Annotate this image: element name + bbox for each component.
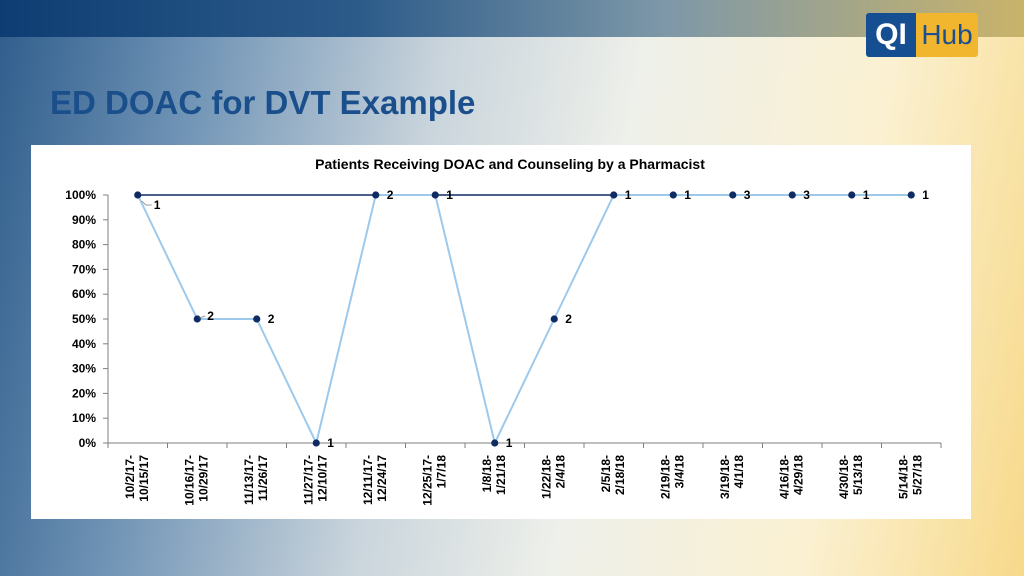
x-tick-label-line: 2/19/18- [658,455,672,499]
x-tick-label-line: 3/19/18- [718,455,732,499]
data-label: 1 [625,188,632,202]
data-point-marker [431,191,439,199]
data-point-marker [312,439,320,447]
x-tick-label: 4/16/18-4/29/18 [777,455,805,499]
chart-markers [134,191,915,447]
x-tick-label: 3/19/18-4/1/18 [718,455,746,499]
y-tick-label: 50% [72,312,96,326]
x-tick-label-line: 5/13/18 [851,455,865,495]
x-tick-label-line: 10/15/17 [137,455,151,502]
x-tick-label-line: 1/7/18 [434,455,448,489]
x-tick-label-line: 12/24/17 [375,455,389,502]
chart-title: Patients Receiving DOAC and Counseling b… [315,156,705,172]
data-label: 2 [565,312,572,326]
x-tick-label-line: 2/4/18 [553,455,567,489]
data-label: 2 [387,188,394,202]
data-label: 3 [744,188,751,202]
x-tick-label-line: 12/10/17 [315,455,329,502]
x-tick-label: 2/5/18-2/18/18 [599,455,627,495]
x-tick-label-line: 11/13/17- [242,455,256,505]
data-label: 1 [327,436,334,450]
data-label-leader [141,200,152,206]
line-chart: Patients Receiving DOAC and Counseling b… [65,156,942,506]
y-tick-label: 100% [65,188,96,202]
data-point-marker [907,191,915,199]
x-tick-label-line: 3/4/18 [672,455,686,489]
data-label: 3 [803,188,810,202]
y-tick-label: 0% [79,436,97,450]
x-tick-label: 1/22/18-2/4/18 [539,455,567,499]
data-point-marker [550,315,558,323]
x-tick-label: 5/14/18-5/27/18 [896,455,924,499]
data-label: 2 [207,309,214,323]
top-banner [0,0,1024,37]
main-series-line [136,194,912,446]
x-tick-label-line: 4/16/18- [777,455,791,499]
x-tick-label: 2/19/18-3/4/18 [658,455,686,499]
logo-hub-text: Hub [916,13,978,57]
data-label: 2 [268,312,275,326]
x-tick-label-line: 12/11/17- [361,455,375,505]
y-tick-label: 10% [72,411,96,425]
data-label: 1 [506,436,513,450]
x-tick-label-line: 11/26/17 [256,455,270,501]
data-label-leader [199,315,206,319]
x-tick-label: 11/27/17-12/10/17 [301,455,329,505]
x-tick-label-line: 2/5/18- [599,455,613,492]
y-tick-label: 40% [72,337,96,351]
chart-x-tick-labels: 10/2/17-10/15/17 10/16/17-10/29/17 11/13/1… [123,455,925,506]
qihub-logo: QI Hub [866,13,978,57]
data-point-marker [193,315,201,323]
data-label: 1 [154,198,161,212]
x-tick-label-line: 10/16/17- [182,455,196,506]
x-tick-label-line: 4/30/18- [837,455,851,499]
x-tick-label-line: 5/14/18- [896,455,910,499]
x-tick-label-line: 1/22/18- [539,455,553,499]
y-tick-label: 60% [72,287,96,301]
data-point-marker [134,191,142,199]
data-point-marker [491,439,499,447]
logo-qi-text: QI [866,13,916,57]
data-label: 1 [922,188,929,202]
data-point-marker [372,191,380,199]
x-tick-label: 12/25/17-1/7/18 [420,455,448,506]
data-point-marker [610,191,618,199]
y-tick-label: 70% [72,262,96,276]
x-tick-label-line: 1/21/18 [494,455,508,495]
x-tick-label-line: 1/8/18- [480,455,494,492]
x-tick-label-line: 5/27/18 [910,455,924,495]
chart-panel: Patients Receiving DOAC and Counseling b… [31,145,971,519]
chart-series-lines [136,194,912,446]
x-tick-label: 10/2/17-10/15/17 [123,455,151,502]
x-tick-label: 12/11/17-12/24/17 [361,455,389,505]
x-tick-label-line: 4/1/18 [732,455,746,489]
y-tick-label: 90% [72,213,96,227]
x-tick-label-line: 4/29/18 [791,455,805,495]
y-tick-label: 30% [72,362,96,376]
x-tick-label: 11/13/17-11/26/17 [242,455,270,505]
data-point-marker [788,191,796,199]
x-tick-label-line: 2/18/18 [613,455,627,495]
data-point-marker [729,191,737,199]
y-tick-label: 80% [72,238,96,252]
x-tick-label-line: 10/2/17- [123,455,137,499]
data-label: 1 [446,188,453,202]
x-tick-label: 4/30/18-5/13/18 [837,455,865,499]
x-tick-label-line: 12/25/17- [420,455,434,506]
x-tick-label: 1/8/18-1/21/18 [480,455,508,495]
chart-data-labels: 1 2 2 1 2 1 1 2 1 1 3 3 1 1 [141,188,929,450]
y-tick-label: 20% [72,386,96,400]
chart-axes: 0% 10% 20% 30% 40% 50% 60% 70% 80% 90% 100% [65,188,942,450]
data-point-marker [848,191,856,199]
x-tick-label-line: 11/27/17- [301,455,315,505]
data-label: 1 [684,188,691,202]
data-point-marker [253,315,261,323]
data-point-marker [669,191,677,199]
data-label: 1 [863,188,870,202]
x-tick-label-line: 10/29/17 [196,455,210,502]
x-tick-label: 10/16/17-10/29/17 [182,455,210,506]
slide-title: ED DOAC for DVT Example [50,84,476,121]
